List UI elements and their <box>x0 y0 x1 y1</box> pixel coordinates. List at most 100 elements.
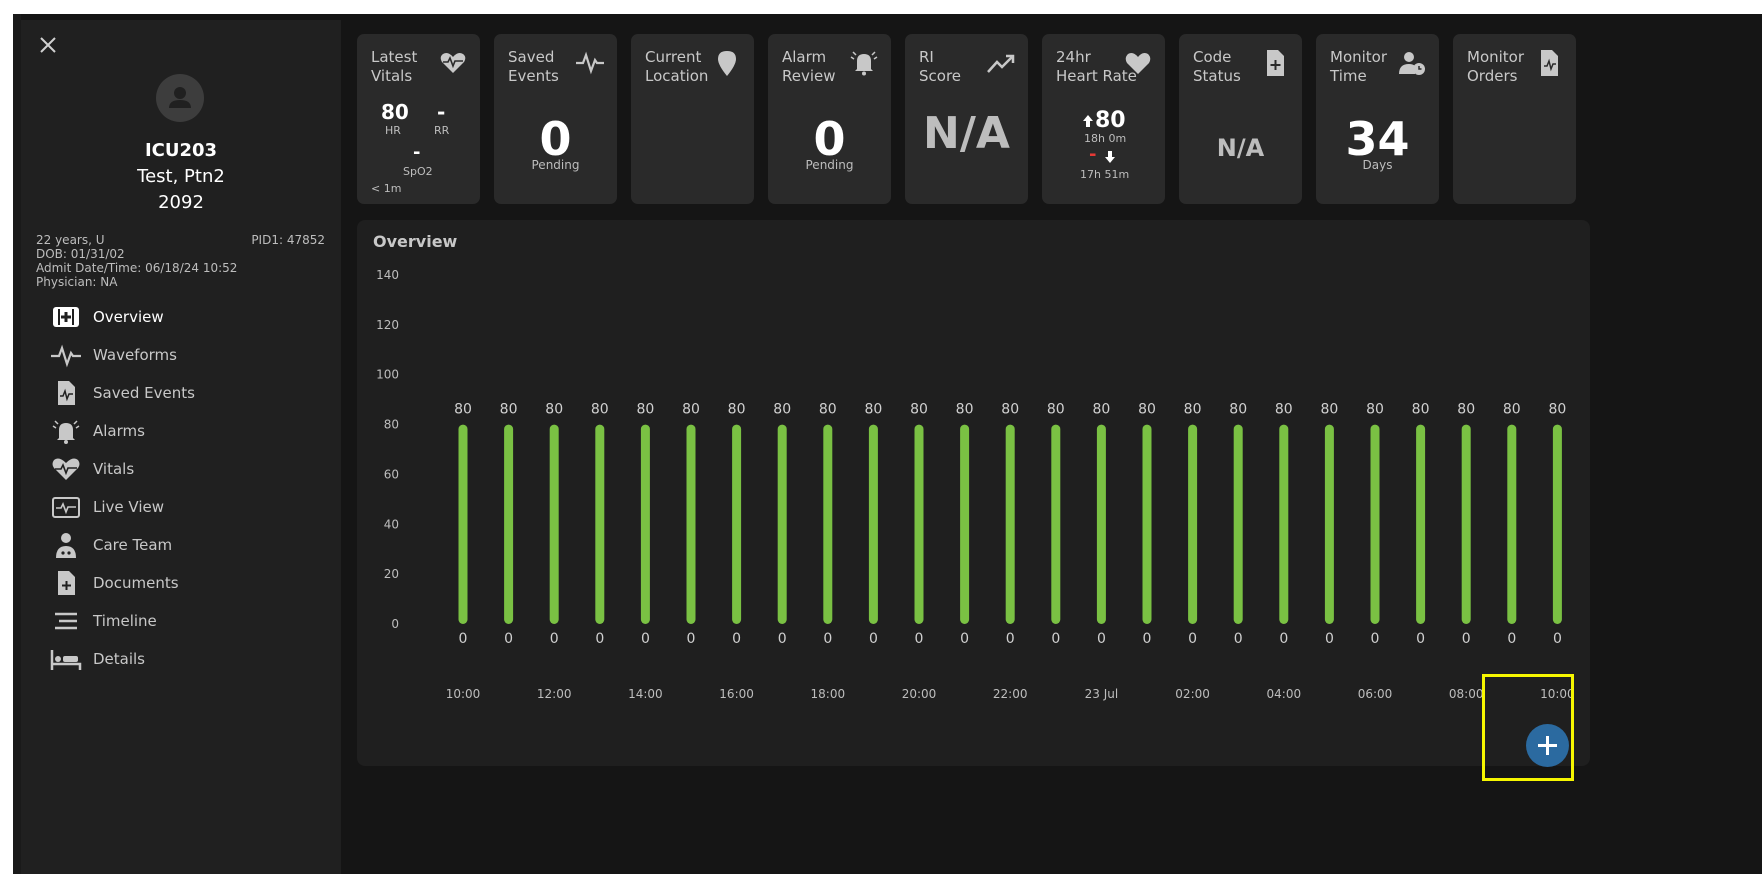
waveform-icon <box>576 51 604 75</box>
waveform-icon <box>51 344 81 368</box>
age-sex: 22 years, U <box>36 233 105 247</box>
bar-high-label: 80 <box>956 402 974 418</box>
heart-pulse-icon <box>52 458 80 480</box>
nav-label: Vitals <box>93 460 135 478</box>
nav-item-live-view[interactable]: Live View <box>49 489 329 525</box>
spo2-label: SpO2 <box>403 165 433 178</box>
bar-high-label: 80 <box>728 402 746 418</box>
ri-score-value: N/A <box>923 108 1010 159</box>
saved-events-label: Pending <box>531 158 580 172</box>
card-title: Alarm Review <box>782 48 836 85</box>
range-bar <box>549 424 559 624</box>
nav-item-waveforms[interactable]: Waveforms <box>49 337 329 373</box>
card-ri-score[interactable]: RI Score N/A <box>905 34 1028 204</box>
saved-events-file-icon <box>58 381 75 405</box>
range-bar <box>1416 424 1426 624</box>
range-bar <box>458 424 468 624</box>
vitals-age: < 1m <box>371 182 402 195</box>
range-bar <box>1507 424 1517 624</box>
nav-item-documents[interactable]: Documents <box>49 565 329 601</box>
patient-name: Test, Ptn2 <box>137 166 225 187</box>
nav-label: Details <box>93 650 146 668</box>
x-tick-label: 23 Jul <box>1085 687 1119 701</box>
bar-high-label: 80 <box>1503 402 1521 418</box>
bar-low-label: 0 <box>1188 631 1197 647</box>
nav-item-overview[interactable]: Overview <box>49 299 329 335</box>
x-tick-label: 18:00 <box>811 687 846 701</box>
bar-low-label: 0 <box>1279 631 1288 647</box>
bed-label: ICU203 <box>144 140 218 161</box>
overview-title: Overview <box>373 232 458 251</box>
nav-item-care-team[interactable]: Care Team <box>49 527 329 563</box>
bar-high-label: 80 <box>500 402 518 418</box>
range-bar <box>640 424 650 624</box>
physician: Physician: NA <box>36 275 118 289</box>
card-current-location[interactable]: Current Location <box>631 34 754 204</box>
doctor-icon <box>56 533 76 558</box>
y-tick-label: 100 <box>376 368 399 382</box>
bar-low-label: 0 <box>1325 631 1334 647</box>
saved-events-count: 0 <box>539 112 572 166</box>
card-code-status[interactable]: Code Status N/A <box>1179 34 1302 204</box>
card-alarm-review[interactable]: Alarm Review 0 Pending <box>768 34 891 204</box>
bar-high-label: 80 <box>1320 402 1338 418</box>
x-tick-label: 08:00 <box>1449 687 1484 701</box>
bar-low-label: 0 <box>960 631 969 647</box>
nav-item-timeline[interactable]: Timeline <box>49 603 329 639</box>
user-clock-icon <box>1399 52 1425 75</box>
nav-label: Timeline <box>93 612 157 630</box>
card-title: 24hr Heart Rate <box>1056 48 1137 85</box>
nav-item-vitals[interactable]: Vitals <box>49 451 329 487</box>
x-tick-label: 10:00 <box>446 687 481 701</box>
max-heart-rate: 80 <box>1095 108 1126 133</box>
bar-high-label: 80 <box>773 402 791 418</box>
bar-low-label: 0 <box>732 631 741 647</box>
y-tick-label: 80 <box>384 418 399 432</box>
range-bar <box>1370 424 1380 624</box>
card-saved-events[interactable]: Saved Events 0 Pending <box>494 34 617 204</box>
bar-high-label: 80 <box>1412 402 1430 418</box>
code-status-value: N/A <box>1216 134 1265 162</box>
bar-high-label: 80 <box>454 402 472 418</box>
range-bar <box>1552 424 1562 624</box>
range-bar <box>868 424 878 624</box>
range-bar <box>1188 424 1198 624</box>
x-tick-label: 20:00 <box>902 687 937 701</box>
card-24hr-heart-rate[interactable]: 24hr Heart Rate 80 18h 0m - 17h 51m <box>1042 34 1165 204</box>
card-title: Saved Events <box>508 48 559 85</box>
min-heart-rate-time: 17h 51m <box>1080 168 1130 181</box>
bar-low-label: 0 <box>687 631 696 647</box>
plus-icon <box>1538 736 1557 755</box>
card-monitor-orders[interactable]: Monitor Orders <box>1453 34 1576 204</box>
range-bar <box>823 424 833 624</box>
order-file-icon <box>1541 50 1558 76</box>
bar-low-label: 0 <box>1051 631 1060 647</box>
add-button[interactable] <box>1526 724 1569 767</box>
close-icon[interactable] <box>35 32 61 58</box>
backdrop-strip <box>13 14 21 874</box>
range-bar <box>686 424 696 624</box>
nav-label: Alarms <box>93 422 145 440</box>
bar-high-label: 80 <box>1001 402 1019 418</box>
nav-item-alarms[interactable]: Alarms <box>49 413 329 449</box>
avatar <box>156 74 204 122</box>
pid1: PID1: 47852 <box>251 233 325 247</box>
card-latest-vitals[interactable]: Latest Vitals 80 HR - RR - SpO2 < 1m <box>357 34 480 204</box>
card-monitor-time[interactable]: Monitor Time 34 Days <box>1316 34 1439 204</box>
bar-low-label: 0 <box>823 631 832 647</box>
nav-item-saved-events[interactable]: Saved Events <box>49 375 329 411</box>
overview-chart: 0204060801001201408008008008008008008008… <box>376 268 1575 701</box>
timeline-icon <box>55 612 77 630</box>
hr-label: HR <box>385 124 401 137</box>
bar-low-label: 0 <box>459 631 468 647</box>
nav-item-details[interactable]: Details <box>49 641 329 677</box>
user-icon <box>169 87 191 108</box>
bar-low-label: 0 <box>778 631 787 647</box>
bar-low-label: 0 <box>595 631 604 647</box>
x-tick-label: 16:00 <box>719 687 754 701</box>
range-bar <box>504 424 514 624</box>
bar-high-label: 80 <box>636 402 654 418</box>
nav-label: Care Team <box>93 536 173 554</box>
card-title: Code Status <box>1193 48 1241 85</box>
bar-high-label: 80 <box>1548 402 1566 418</box>
